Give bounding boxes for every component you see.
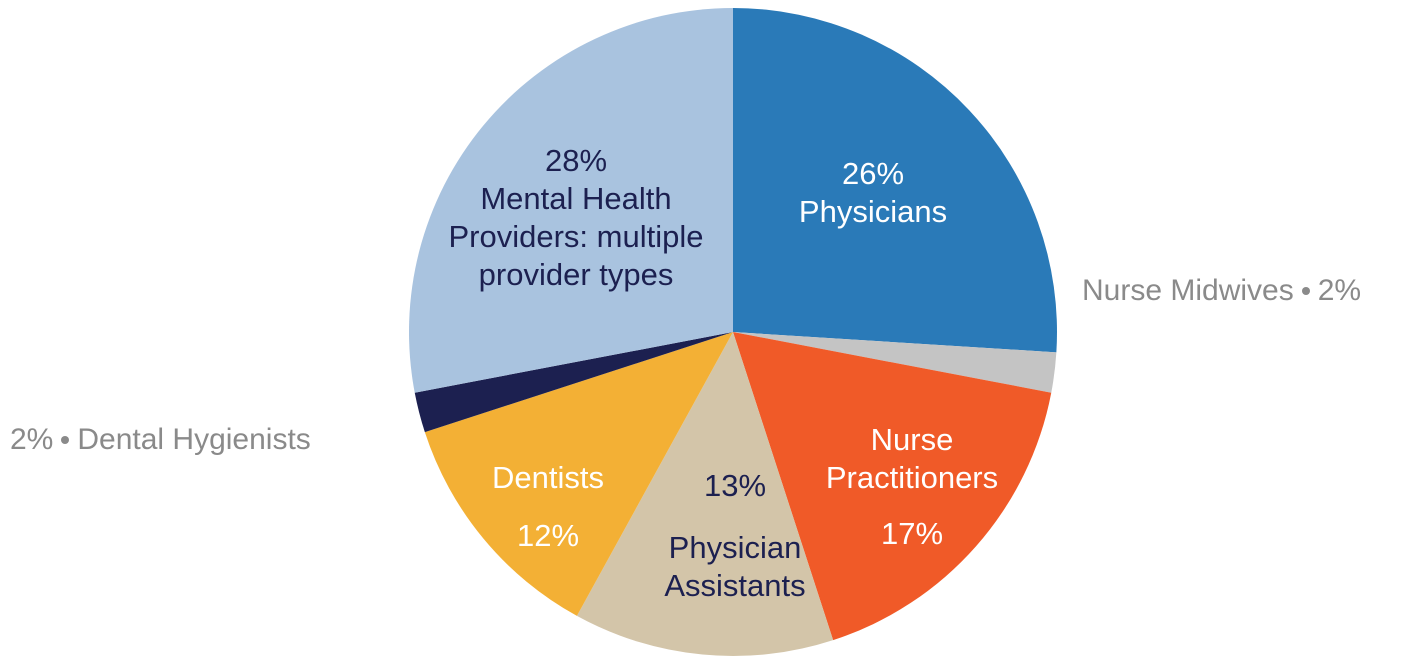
category-label: Physicians [798,194,948,229]
category-label: Dental Hygienists [77,423,311,456]
bullet [1301,287,1310,295]
value-label: 2% [1317,274,1362,307]
category-label: Nurse Practitioners [825,422,999,495]
pie-slice [576,332,834,656]
value-label: 2% [10,423,54,456]
slice-label: 28% Mental Health Providers: multiple pro… [416,142,736,294]
category-label: Nurse Midwives [1082,274,1294,307]
slice-label: Nurse Practitioners 17% [792,421,1032,553]
outside-label: 2% Dental Hygienists [10,423,311,457]
category-label: Mental Health Providers: multiple provid… [448,181,704,292]
outside-label: Nurse Midwives 2% [1082,274,1361,308]
category-label: Dentists [492,460,604,495]
value-label: 13% [703,468,767,503]
category-label: Physician Assistants [664,530,806,603]
pie-slice [409,8,733,393]
value-label: 26% [841,156,905,191]
pie-slice [424,332,733,616]
pie-slice [733,332,1057,393]
slice-label: 13% Physician Assistants [635,467,835,605]
slice-label: Dentists 12% [468,459,628,555]
bullet [61,436,70,444]
pie-slice [733,8,1058,353]
pie-slice [733,332,1052,641]
value-label: 12% [516,518,580,553]
slice-label: 26% Physicians [753,155,993,231]
value-label: 28% [544,143,608,178]
value-label: 17% [880,516,944,551]
pie-slice [414,332,733,433]
